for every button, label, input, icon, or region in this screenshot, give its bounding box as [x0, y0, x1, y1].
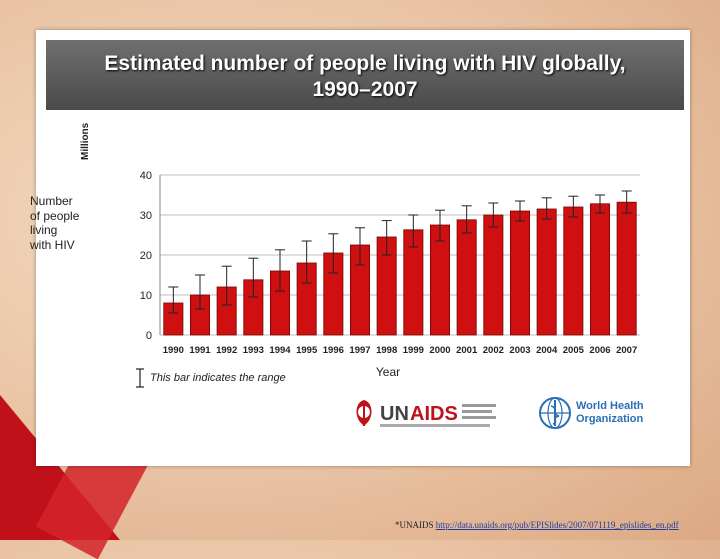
- x-tick-label: 2002: [483, 345, 504, 356]
- x-tick-label: 2007: [616, 345, 637, 356]
- x-tick-label: 1992: [216, 345, 237, 356]
- bars: [163, 190, 637, 336]
- bar: [590, 203, 611, 336]
- bar: [509, 210, 530, 336]
- who-logo: World Health Organization: [538, 396, 650, 430]
- y-axis-label-line: of people: [30, 208, 80, 223]
- unaids-logo: UN AIDS: [356, 400, 496, 427]
- chart-subtitle: 1990–2007: [312, 78, 418, 101]
- range-error-bar: [221, 265, 232, 306]
- range-error-bar: [355, 227, 365, 266]
- range-error-bar: [435, 209, 445, 242]
- range-bar-icon: [136, 368, 144, 388]
- y-tick-label: 40: [140, 170, 152, 182]
- bar: [456, 219, 477, 336]
- x-tick-label: 1996: [323, 345, 344, 356]
- gridlines: [159, 174, 640, 336]
- range-error-bar: [275, 249, 285, 292]
- y-axis-label: Number of people living with HIV: [30, 194, 100, 252]
- x-axis-label: Year: [376, 365, 400, 379]
- x-tick-label: 1991: [189, 345, 211, 356]
- x-tick-label: 2003: [509, 345, 530, 356]
- range-error-bar: [408, 214, 419, 248]
- x-tick-label: 2006: [589, 345, 610, 356]
- range-error-bar: [328, 233, 339, 274]
- range-error-bar: [621, 190, 632, 214]
- range-error-bar: [248, 257, 259, 298]
- y-tick-label: 0: [146, 330, 152, 342]
- y-axis-label-line: with HIV: [30, 237, 75, 252]
- bar: [616, 201, 637, 336]
- x-tick-label: 1995: [296, 345, 318, 356]
- x-tick-label: 2000: [429, 345, 450, 356]
- svg-text:UN: UN: [380, 403, 409, 425]
- x-tick-label: 2005: [563, 345, 585, 356]
- x-tick-label: 1990: [163, 345, 184, 356]
- range-error-bar: [461, 205, 472, 234]
- svg-text:AIDS: AIDS: [410, 403, 458, 425]
- title-band: Estimated number of people living with H…: [46, 40, 684, 110]
- range-error-bar: [568, 195, 579, 218]
- who-name-line2: Organization: [576, 413, 644, 425]
- y-tick-labels: 0 10 20 30 40: [140, 170, 152, 342]
- range-legend-note: This bar indicates the range: [150, 372, 286, 384]
- y-tick-label: 10: [140, 290, 152, 302]
- source-link[interactable]: http://data.unaids.org/pub/EPISlides/200…: [435, 520, 679, 530]
- range-error-bar: [541, 197, 552, 220]
- x-tick-label: 2001: [456, 345, 478, 356]
- y-axis-label-line: Number: [30, 194, 73, 208]
- x-tick-label: 1997: [349, 345, 370, 356]
- bar: [483, 214, 504, 336]
- range-error-bar: [515, 200, 525, 222]
- range-error-bar: [301, 240, 312, 284]
- x-tick-label: 1999: [403, 345, 424, 356]
- who-emblem-icon: [539, 397, 571, 429]
- x-tick-label: 1993: [243, 345, 264, 356]
- chart-title: Estimated number of people living with H…: [104, 52, 626, 75]
- range-error-bar: [381, 220, 392, 256]
- who-name-line1: World Health: [576, 400, 644, 412]
- bar: [536, 208, 557, 336]
- x-tick-label: 2004: [536, 345, 558, 356]
- bar: [563, 206, 584, 336]
- y-axis-label-line: living: [30, 223, 58, 237]
- range-error-bar: [168, 286, 179, 314]
- range-error-bar: [488, 202, 499, 228]
- source-footer: *UNAIDS http://data.unaids.org/pub/EPISl…: [395, 520, 679, 530]
- x-tick-label: 1994: [269, 345, 291, 356]
- range-error-bar: [195, 274, 205, 310]
- x-tick-labels: 1990 1991 1992 1993 1994 1995 1996 1997 1998 1999…: [163, 345, 637, 356]
- y-tick-label: 20: [140, 250, 152, 262]
- range-error-bar: [595, 194, 605, 214]
- x-tick-label: 1998: [376, 345, 397, 356]
- source-prefix: *UNAIDS: [395, 520, 434, 530]
- y-tick-label: 30: [140, 210, 152, 222]
